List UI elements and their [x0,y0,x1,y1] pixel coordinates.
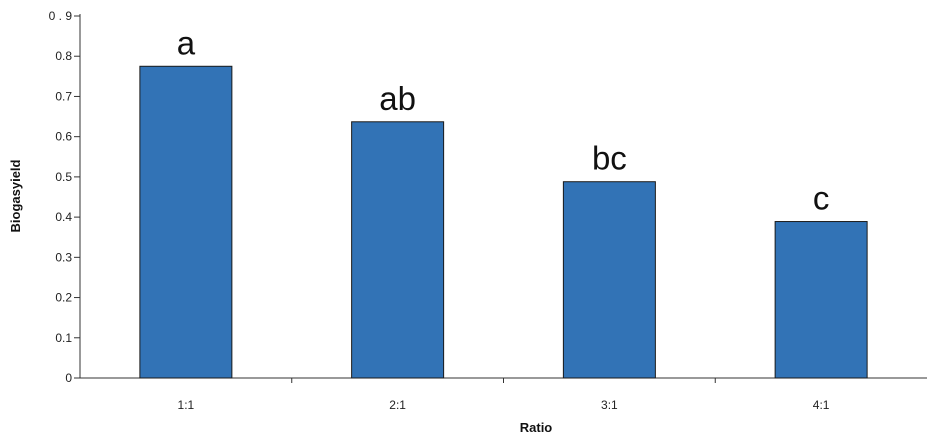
y-tick-label: 0.3 [55,250,72,264]
y-tick-label: 0 [65,371,72,385]
x-tick-label: 3:1 [601,398,618,412]
y-tick-label: 0.8 [55,49,72,63]
x-tick-label: 1:1 [178,398,195,412]
bar [140,66,232,378]
y-axis-title: Biogasyield [8,159,23,232]
x-tick-label: 2:1 [389,398,406,412]
x-axis: 1:1 2:1 3:1 4:1 [80,378,927,412]
significance-labels: a ab bc c [177,24,830,216]
y-tick-label: 0.2 [55,291,72,305]
bar [352,122,444,378]
significance-label: c [813,180,830,217]
significance-label: a [177,24,196,61]
bar [775,222,867,378]
significance-label: ab [379,80,416,117]
y-tick-label: 0.7 [55,89,72,103]
y-tick-label: 0.5 [55,170,72,184]
x-tick-label: 4:1 [813,398,830,412]
y-tick-label: 0.1 [55,331,72,345]
y-axis: 0 0.1 0.2 0.3 0.4 0.5 0.6 0.7 0.8 0 . 9 [49,9,80,385]
significance-label: bc [592,140,627,177]
bars [140,66,867,378]
y-tick-label: 0 . 9 [49,9,73,23]
y-tick-label: 0.6 [55,130,72,144]
y-tick-label: 0.4 [55,210,72,224]
bar [563,182,655,378]
x-axis-title: Ratio [520,420,553,435]
